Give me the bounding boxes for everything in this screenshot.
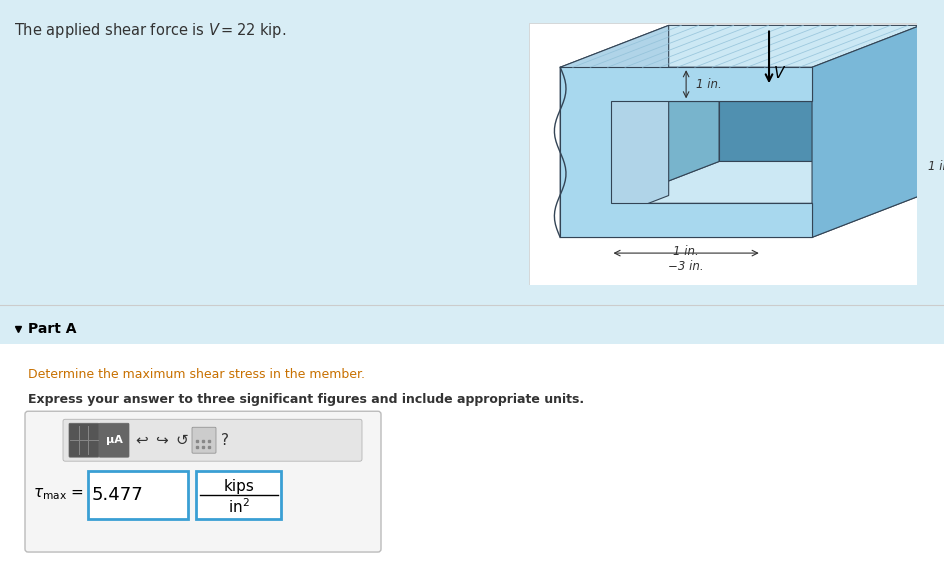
Text: −3 in.: −3 in.: [667, 259, 703, 273]
FancyBboxPatch shape: [195, 471, 280, 519]
Text: $V$: $V$: [772, 65, 785, 81]
FancyBboxPatch shape: [69, 423, 99, 457]
FancyBboxPatch shape: [192, 427, 216, 453]
FancyBboxPatch shape: [529, 23, 916, 284]
Text: ↪: ↪: [156, 432, 168, 448]
FancyBboxPatch shape: [88, 471, 188, 519]
Polygon shape: [560, 67, 811, 237]
Polygon shape: [610, 59, 718, 203]
Polygon shape: [610, 162, 919, 203]
Text: 1 in.: 1 in.: [672, 245, 699, 258]
Text: Determine the maximum shear stress in the member.: Determine the maximum shear stress in th…: [28, 368, 364, 381]
Text: 1 in.: 1 in.: [695, 78, 721, 91]
Text: μA: μA: [106, 435, 123, 445]
Polygon shape: [811, 26, 919, 237]
Polygon shape: [718, 59, 919, 162]
Text: kips: kips: [224, 479, 254, 494]
Text: ?: ?: [221, 432, 228, 448]
Text: Express your answer to three significant figures and include appropriate units.: Express your answer to three significant…: [28, 393, 583, 406]
Text: The applied shear force is $V = 22$ kip.: The applied shear force is $V = 22$ kip.: [14, 21, 286, 40]
FancyBboxPatch shape: [0, 344, 944, 569]
FancyBboxPatch shape: [25, 411, 380, 552]
Polygon shape: [560, 67, 811, 237]
Polygon shape: [560, 26, 668, 237]
Polygon shape: [811, 162, 919, 237]
Polygon shape: [610, 59, 919, 101]
Polygon shape: [560, 26, 919, 67]
Text: ↩: ↩: [136, 432, 148, 448]
Text: Part A: Part A: [28, 323, 76, 336]
FancyBboxPatch shape: [99, 423, 129, 457]
Text: in$^2$: in$^2$: [228, 498, 249, 517]
Text: 5.477: 5.477: [92, 486, 143, 504]
Text: ↺: ↺: [176, 432, 188, 448]
Text: $\tau_{\rm max}$ =: $\tau_{\rm max}$ =: [33, 486, 84, 502]
FancyBboxPatch shape: [63, 419, 362, 461]
Text: 1 in.: 1 in.: [927, 160, 944, 173]
